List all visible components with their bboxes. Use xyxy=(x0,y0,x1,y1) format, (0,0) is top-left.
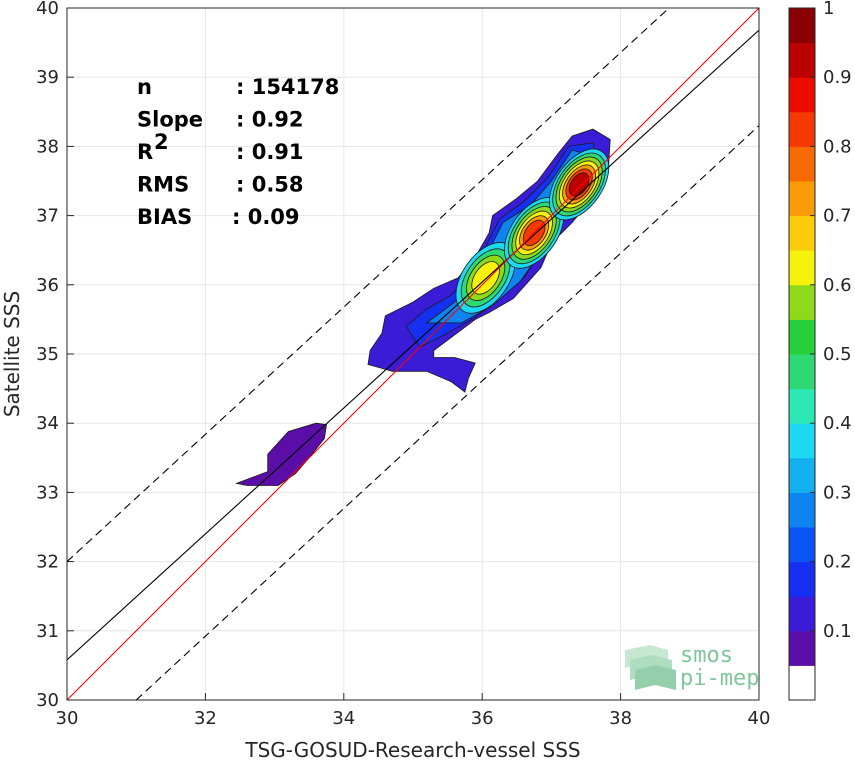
logo-line-2: pi-mep xyxy=(680,666,759,691)
y-tick-label: 39 xyxy=(36,67,59,88)
x-tick-label: 36 xyxy=(471,708,494,729)
colorbar-segment xyxy=(789,561,815,597)
stat-label: R xyxy=(137,140,153,164)
colorbar-segment xyxy=(789,388,815,424)
density-contours xyxy=(235,128,611,486)
colorbar-segment xyxy=(789,111,815,147)
regression-line xyxy=(67,29,759,661)
smos-pi-mep-logo: smos pi-mep xyxy=(625,643,759,691)
y-tick-label: 34 xyxy=(36,413,59,434)
y-tick-label: 40 xyxy=(36,0,59,19)
x-tick-label: 40 xyxy=(748,708,771,729)
colorbar-tick-label: 0.2 xyxy=(823,552,852,573)
colorbar-segment xyxy=(789,423,815,459)
upper-bound-dashed-line xyxy=(67,8,670,563)
colorbar-segment xyxy=(789,215,815,251)
colorbar-segment xyxy=(789,457,815,493)
y-tick-label: 35 xyxy=(36,344,59,365)
colorbar-segment xyxy=(789,596,815,632)
stat-value: : 0.92 xyxy=(236,108,304,132)
stat-label: BIAS xyxy=(137,205,192,229)
lower-bound-dashed-line xyxy=(135,125,759,700)
x-tick-label: 32 xyxy=(194,708,217,729)
y-tick-label: 36 xyxy=(36,275,59,296)
x-tick-labels: 30 32 34 36 38 40 xyxy=(56,708,771,729)
y-tick-label: 30 xyxy=(36,690,59,711)
colorbar-segment xyxy=(789,665,815,701)
x-tick-label: 30 xyxy=(56,708,79,729)
colorbar-tick-label: 0.7 xyxy=(823,206,852,227)
colorbar-tick-label: 0.8 xyxy=(823,136,852,157)
y-tick-label: 32 xyxy=(36,552,59,573)
colorbar-segment xyxy=(789,250,815,286)
colorbar-segment xyxy=(789,284,815,320)
stat-label: Slope xyxy=(137,108,203,132)
colorbar-tick-label: 0.1 xyxy=(823,621,852,642)
stat-value: : 0.58 xyxy=(236,173,304,197)
colorbar-segment xyxy=(789,42,815,78)
colorbar-tick-label: 0.4 xyxy=(823,413,852,434)
colorbar-segment xyxy=(789,77,815,113)
density-peak-1-ring xyxy=(471,261,500,295)
stacked-waves-icon xyxy=(625,645,676,690)
stat-label-superscript: 2 xyxy=(154,130,169,154)
contour-level-1 xyxy=(235,422,327,486)
identity-line xyxy=(67,8,759,700)
stat-value: : 154178 xyxy=(236,75,339,99)
statistics-box: n : 154178 Slope : 0.92 R 2 : 0.91 RMS : 0.58 BIA… xyxy=(137,75,339,229)
colorbar-tick-label: 0.6 xyxy=(823,275,852,296)
colorbar: 0.1 0.2 0.3 0.4 0.5 0.6 0.7 0.8 0.9 1 xyxy=(788,0,852,701)
stat-label: n xyxy=(137,75,152,99)
y-tick-label: 38 xyxy=(36,136,59,157)
colorbar-segment xyxy=(789,319,815,355)
colorbar-segment xyxy=(789,630,815,666)
colorbar-tick-label: 0.9 xyxy=(823,67,852,88)
colorbar-segment xyxy=(789,146,815,182)
y-tick-labels: 30 31 32 33 34 35 36 37 38 39 40 xyxy=(36,0,59,711)
x-tick-label: 34 xyxy=(332,708,355,729)
logo-line-1: smos xyxy=(680,643,733,668)
stat-value: : 0.09 xyxy=(232,205,300,229)
colorbar-tick-label: 1 xyxy=(823,0,834,19)
colorbar-segment xyxy=(789,181,815,217)
plot-frame xyxy=(66,7,760,701)
y-axis-label: Satellite SSS xyxy=(0,291,24,417)
colorbar-tick-label: 0.3 xyxy=(823,482,852,503)
colorbar-segment xyxy=(789,8,815,44)
colorbar-segment xyxy=(789,492,815,528)
x-axis-label: TSG-GOSUD-Research-vessel SSS xyxy=(244,738,580,762)
colorbar-segment xyxy=(789,354,815,390)
y-tick-label: 37 xyxy=(36,206,59,227)
y-tick-label: 33 xyxy=(36,482,59,503)
stat-value: : 0.91 xyxy=(236,140,304,164)
x-tick-label: 38 xyxy=(609,708,632,729)
reference-lines xyxy=(67,8,759,700)
colorbar-segment xyxy=(789,527,815,563)
y-tick-label: 31 xyxy=(36,621,59,642)
colorbar-tick-label: 0.5 xyxy=(823,344,852,365)
stat-label: RMS xyxy=(137,173,189,197)
